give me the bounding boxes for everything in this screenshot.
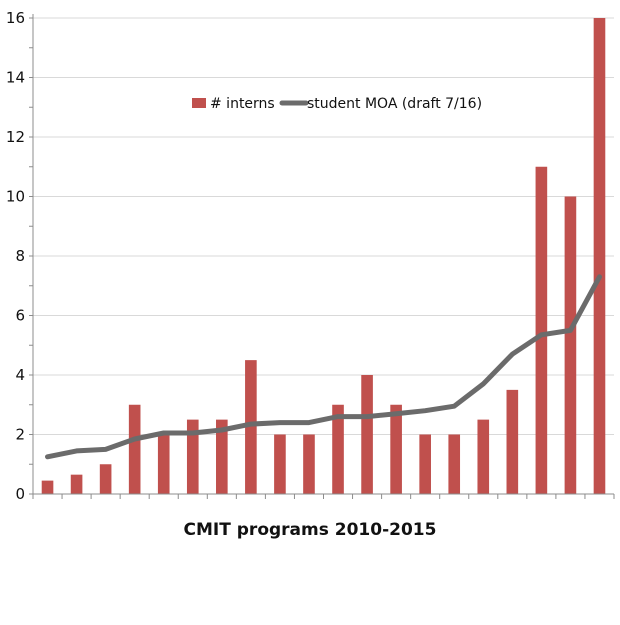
legend: # interns student MOA (draft 7/16) xyxy=(192,96,482,112)
point-student-moa-6 xyxy=(192,432,194,434)
bar-interns-12 xyxy=(361,375,373,494)
point-student-moa-5 xyxy=(163,432,165,434)
legend-label-interns: # interns xyxy=(210,96,275,112)
point-student-moa-14 xyxy=(424,410,426,412)
y-tick-label: 0 xyxy=(15,485,25,503)
chart-title: CMIT programs 2010-2015 xyxy=(184,520,437,540)
point-student-moa-16 xyxy=(482,383,484,385)
point-student-moa-11 xyxy=(337,416,339,418)
point-student-moa-20 xyxy=(598,276,600,278)
bar-interns-1 xyxy=(41,480,54,494)
point-student-moa-18 xyxy=(540,334,542,336)
bar-interns-10 xyxy=(303,434,315,494)
point-student-moa-19 xyxy=(569,329,571,331)
y-tick-label: 14 xyxy=(6,69,25,87)
bar-interns-6 xyxy=(186,419,199,494)
y-tick-label: 4 xyxy=(15,366,25,384)
point-student-moa-4 xyxy=(134,438,136,440)
point-student-moa-2 xyxy=(76,450,78,452)
axis-layer: 0 2 4 6 8 10 12 14 16 xyxy=(6,9,615,503)
bar-interns-4 xyxy=(128,404,141,494)
bar-interns-13 xyxy=(390,404,402,494)
bar-interns-16 xyxy=(477,419,490,494)
y-tick-label: 8 xyxy=(15,247,25,265)
point-student-moa-15 xyxy=(453,405,455,407)
point-student-moa-12 xyxy=(366,416,368,418)
bar-interns-15 xyxy=(448,434,461,494)
line-student-moa xyxy=(45,274,602,460)
grid-layer xyxy=(33,17,614,495)
point-student-moa-1 xyxy=(47,456,49,458)
y-tick-label: 2 xyxy=(15,426,25,444)
y-tick-label: 10 xyxy=(6,188,25,206)
bar-interns-18 xyxy=(535,166,548,494)
bar-interns-14 xyxy=(419,434,431,494)
bar-interns-17 xyxy=(506,389,519,494)
bar-interns-9 xyxy=(274,434,286,494)
point-student-moa-9 xyxy=(279,422,281,424)
bar-interns-11 xyxy=(332,404,344,494)
point-student-moa-7 xyxy=(221,429,223,431)
y-tick-label: 12 xyxy=(6,128,25,146)
y-tick-label: 16 xyxy=(6,9,25,27)
legend-label-moa: student MOA (draft 7/16) xyxy=(307,96,482,112)
bar-interns-19 xyxy=(564,196,577,494)
legend-swatch-interns xyxy=(192,98,206,108)
line-layer xyxy=(45,274,602,460)
point-student-moa-10 xyxy=(308,422,310,424)
y-tick-label: 6 xyxy=(15,307,25,325)
point-student-moa-17 xyxy=(511,353,513,355)
bar-layer xyxy=(41,18,606,494)
point-student-moa-13 xyxy=(395,413,397,415)
bar-interns-3 xyxy=(99,464,112,494)
bar-interns-7 xyxy=(216,419,228,494)
point-student-moa-3 xyxy=(105,448,107,450)
point-student-moa-8 xyxy=(250,423,252,425)
bar-interns-2 xyxy=(70,474,83,494)
bar-interns-8 xyxy=(245,360,257,494)
bar-interns-20 xyxy=(593,18,606,494)
bar-interns-5 xyxy=(157,434,170,494)
